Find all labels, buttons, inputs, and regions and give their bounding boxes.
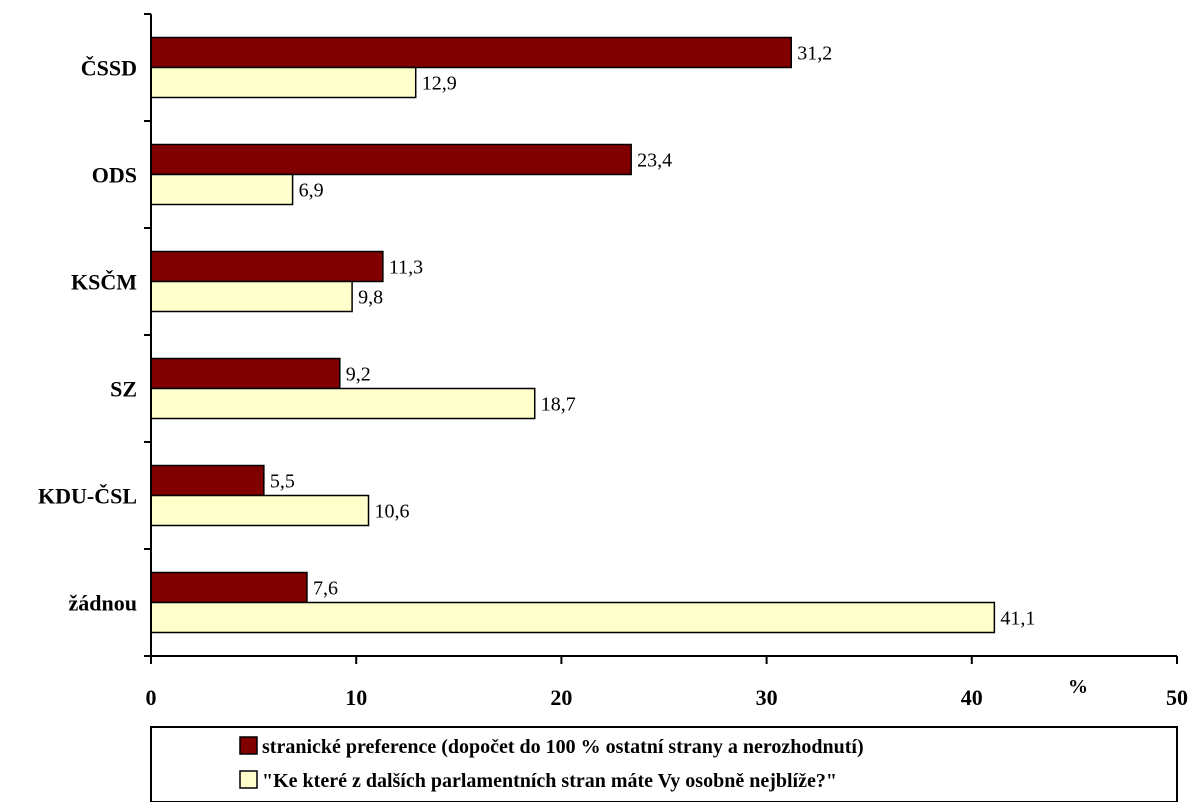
bar-closest-kdu-csl [150, 494, 370, 527]
bar-preference-kscm [150, 250, 384, 283]
category-label-kscm: KSČM [71, 270, 137, 295]
category-label-kdu-csl: KDU-ČSL [38, 484, 137, 509]
category-label-ods: ODS [92, 163, 137, 188]
legend-swatch-preference [239, 736, 258, 755]
bar-closest-kscm [150, 280, 353, 313]
x-tick-label-20: 20 [550, 685, 572, 710]
value-label-closest-sz: 18,7 [541, 394, 576, 416]
bar-preference-kdu-csl [150, 464, 265, 497]
value-label-preference-zadnou: 7,6 [313, 578, 338, 600]
legend-swatch-closest [239, 770, 258, 789]
x-tick-label-30: 30 [756, 685, 778, 710]
value-label-closest-kdu-csl: 10,6 [375, 501, 410, 523]
bar-preference-cssd [150, 36, 792, 69]
legend: stranické preference (dopočet do 100 % o… [150, 726, 1178, 802]
bar-closest-zadnou [150, 601, 996, 634]
value-label-preference-sz: 9,2 [346, 364, 371, 386]
x-axis-ticks: 0 10 20 30 40 50 [146, 656, 1188, 710]
value-label-preference-kdu-csl: 5,5 [270, 471, 295, 493]
bar-preference-zadnou [150, 571, 308, 604]
value-label-preference-kscm: 11,3 [389, 257, 423, 279]
bar-closest-cssd [150, 66, 417, 99]
bar-preference-sz [150, 357, 341, 390]
value-label-preference-ods: 23,4 [637, 150, 672, 172]
x-tick-label-0: 0 [146, 685, 157, 710]
category-label-sz: SZ [110, 377, 137, 402]
x-unit-label: % [1068, 676, 1088, 698]
category-label-cssd: ČSSD [81, 56, 137, 81]
legend-label-preference: stranické preference (dopočet do 100 % o… [262, 736, 864, 758]
bar-preference-ods [150, 143, 632, 176]
y-axis-ticks [144, 13, 151, 657]
value-label-closest-cssd: 12,9 [422, 73, 457, 95]
x-tick-label-50: 50 [1166, 685, 1188, 710]
x-tick-label-40: 40 [961, 685, 983, 710]
x-tick-label-10: 10 [345, 685, 367, 710]
bar-closest-ods [150, 173, 294, 206]
plot-area: ČSSD 31,2 12,9 ODS 23,4 6,9 KSČM 11,3 9,8 SZ 9,2 18… [38, 36, 1035, 634]
legend-label-closest: "Ke které z dalších parlamentních stran … [262, 770, 837, 792]
value-label-closest-ods: 6,9 [299, 180, 324, 202]
category-label-zadnou: žádnou [69, 591, 137, 616]
legend-box [150, 726, 1178, 802]
value-label-preference-cssd: 31,2 [797, 43, 832, 65]
bar-closest-sz [150, 387, 536, 420]
value-label-closest-kscm: 9,8 [358, 287, 383, 309]
value-label-closest-zadnou: 41,1 [1000, 608, 1035, 630]
